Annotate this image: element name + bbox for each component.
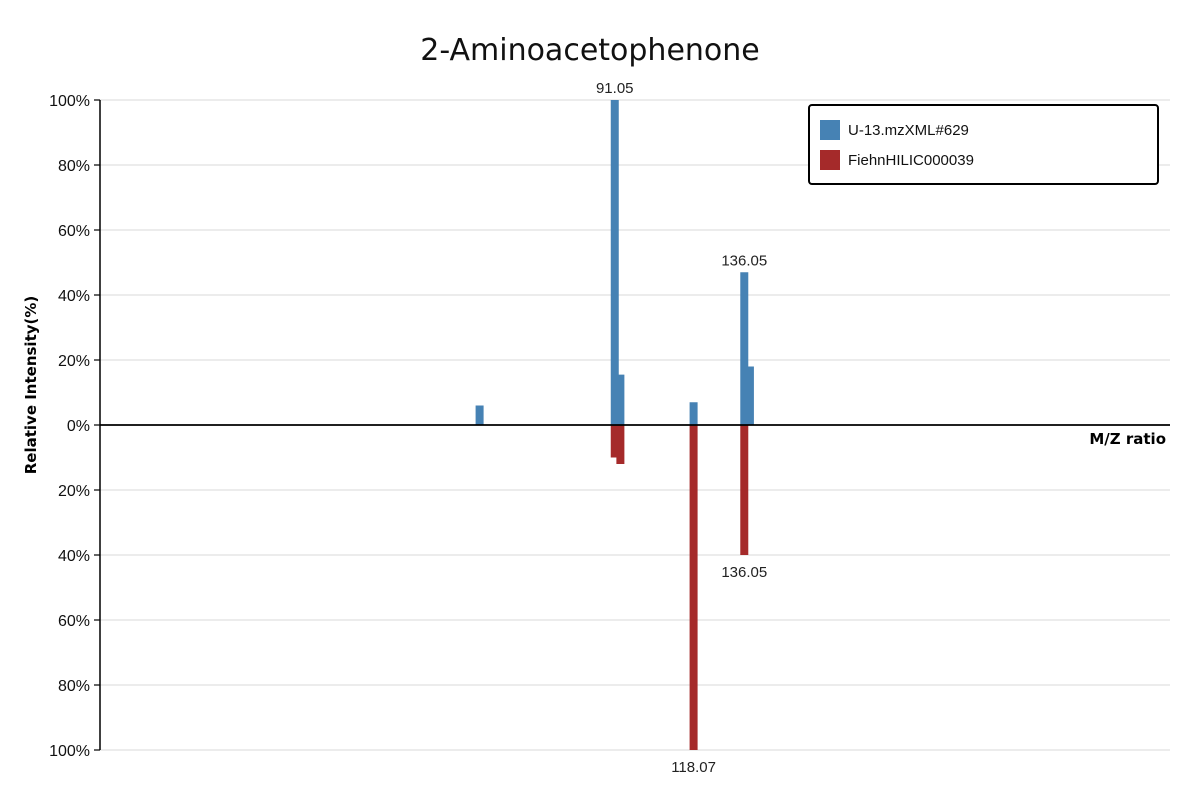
x-axis-label: M/Z ratio [1089,430,1166,448]
peak-bar [610,100,619,425]
y-tick-label: 40% [58,548,90,565]
y-tick-label: 40% [58,288,90,305]
y-tick-label: 60% [58,223,90,240]
y-tick-label: 100% [49,93,90,110]
peak-label: 136.05 [721,252,767,269]
peak-bar [689,402,698,425]
chart-title: 2-Aminoacetophenone [420,33,760,68]
peak-bar [745,366,754,425]
y-axis-ticks: 100% 80% 60% 40% 20% 0% 20% 40% 60% 80% 100% [49,93,100,760]
peak-bar [740,425,749,555]
legend-label-series-2: FiehnHILIC000039 [848,152,974,169]
peak-label: 91.05 [596,80,634,97]
y-tick-label: 0% [67,418,90,435]
peak-label: 118.07 [671,759,716,776]
legend-swatch-series-1 [820,120,840,140]
y-tick-label: 20% [58,483,90,500]
peak-bar [475,405,484,425]
peak-bar [689,425,698,750]
y-tick-label: 80% [58,158,90,175]
legend-label-series-1: U-13.mzXML#629 [848,122,969,139]
y-tick-label: 20% [58,353,90,370]
y-tick-label: 100% [49,743,90,760]
grid-lines [100,99,1170,751]
peak-bar [610,425,619,458]
axes [99,100,1170,750]
peak-bar [616,374,625,425]
peak-bar [616,425,625,464]
legend-box [808,104,1159,185]
peak-bar [740,272,749,425]
peak-labels: 91.05 136.05 118.07 136.05 [596,80,767,776]
legend-swatch-series-2 [820,150,840,170]
legend: U-13.mzXML#629 FiehnHILIC000039 [808,104,1159,185]
y-tick-label: 80% [58,678,90,695]
peak-bars [475,100,754,750]
peak-label: 136.05 [721,564,767,581]
y-axis-label: Relative Intensity(%) [22,296,40,475]
y-tick-label: 60% [58,613,90,630]
